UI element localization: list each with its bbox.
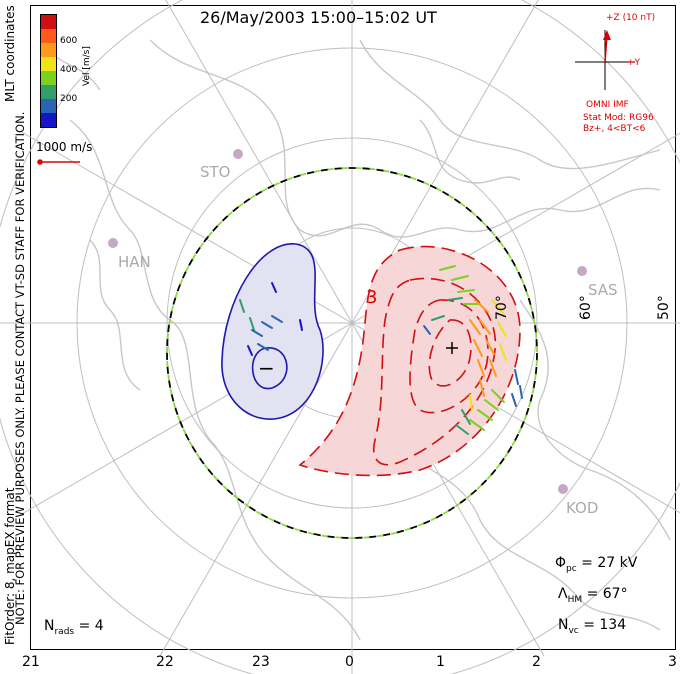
colorbar-tick-600: 600 <box>60 36 78 46</box>
station-markers <box>108 149 587 494</box>
station-sas: SAS <box>588 281 618 299</box>
lambda-hm: ΛHM = 67° <box>558 586 628 605</box>
colorbar-swatch <box>41 57 56 71</box>
colorbar-tick-400: 400 <box>60 65 78 75</box>
mlt-22: 22 <box>156 654 174 670</box>
hm-boundary-color <box>166 167 538 539</box>
hm-boundary <box>166 167 538 539</box>
mlt-3: 3 <box>668 654 677 670</box>
mlt-21: 21 <box>22 654 40 670</box>
velocity-vectors <box>239 265 523 435</box>
colorbar-swatch <box>41 43 56 57</box>
colorbar-swatch <box>41 99 56 113</box>
colorbar <box>40 14 57 128</box>
plot-frame <box>30 5 676 650</box>
imf-model: Stat Mod: RG96 <box>583 113 654 123</box>
coastlines <box>39 39 671 641</box>
fitorder-label: FitOrder: 8, mapEX format <box>3 487 17 645</box>
station-sto: STO <box>200 163 231 181</box>
positive-contour-4 <box>428 319 472 387</box>
station-han: HAN <box>118 253 151 271</box>
phi-pc: Φpc = 27 kV <box>555 555 638 574</box>
mlt-0: 0 <box>345 654 354 670</box>
imf-y-label: +Y <box>627 58 641 68</box>
negative-potential-cell <box>221 243 324 420</box>
imf-z-label: +Z (10 nT) <box>606 13 656 23</box>
positive-contour-3 <box>409 299 489 414</box>
latitude-60: 60° <box>578 295 594 320</box>
negative-inner-contour <box>251 347 288 390</box>
map-title: 26/May/2003 15:00–15:02 UT <box>200 8 437 27</box>
imf-dial <box>575 30 635 90</box>
latitude-70: 70° <box>494 295 510 320</box>
minus-label: − <box>258 356 275 380</box>
colorbar-label: Vel [m/s] <box>82 46 92 86</box>
scale-vector-label: 1000 m/s <box>36 140 93 154</box>
coordinates-label: MLT coordinates <box>3 5 17 102</box>
latitude-50: 50° <box>656 295 672 320</box>
contour-label: 3 <box>366 287 378 308</box>
mlt-23: 23 <box>252 654 270 670</box>
colorbar-swatch <box>41 29 56 43</box>
imf-condition: Bz+, 4<BT<6 <box>583 124 646 134</box>
colorbar-swatch <box>41 85 56 99</box>
scale-vector <box>37 159 80 165</box>
colorbar-swatch <box>41 113 56 127</box>
positive-contour-2 <box>373 277 497 466</box>
n-vc: Nvc = 134 <box>558 617 627 636</box>
n-rads: Nrads = 4 <box>44 618 104 637</box>
colorbar-swatch <box>41 15 56 29</box>
imf-source: OMNI IMF <box>586 100 629 110</box>
mlt-2: 2 <box>532 654 541 670</box>
station-kod: KOD <box>566 499 599 517</box>
colorbar-tick-200: 200 <box>60 94 78 104</box>
extrema-markers <box>446 342 458 354</box>
colorbar-swatch <box>41 71 56 85</box>
mlt-1: 1 <box>436 654 445 670</box>
